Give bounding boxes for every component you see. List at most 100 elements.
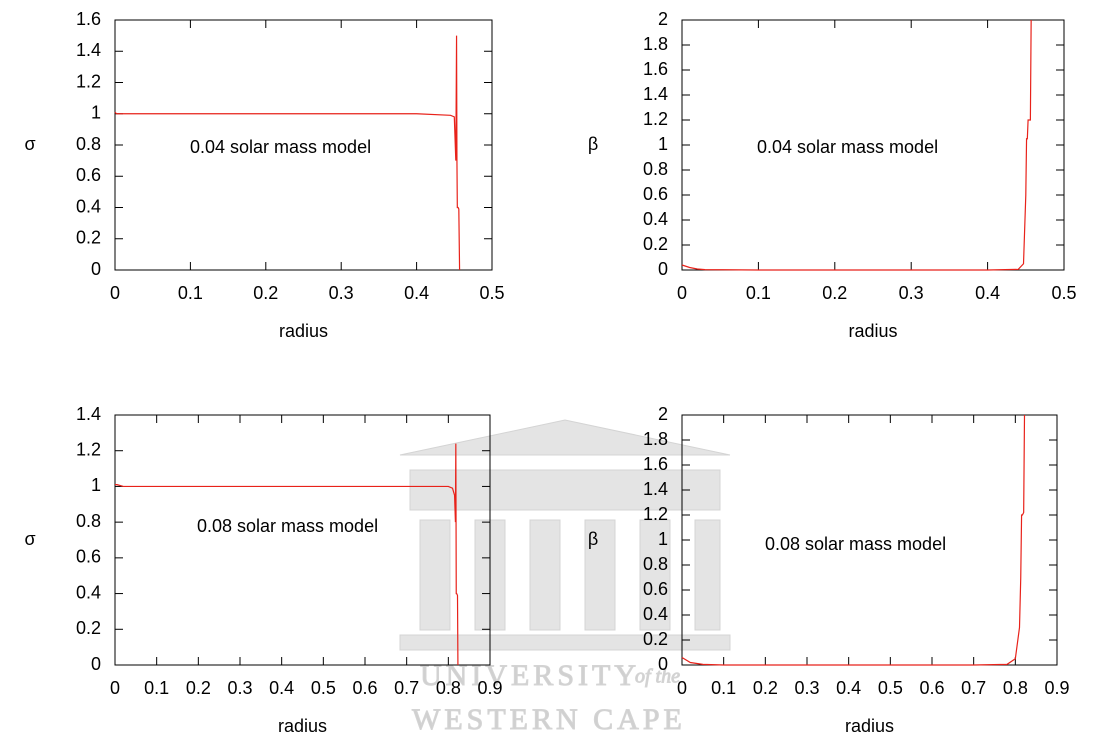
- y-tick-label: 0.4: [76, 196, 101, 216]
- y-tick-label: 1.6: [643, 59, 668, 79]
- y-tick-label: 1.4: [76, 40, 101, 60]
- x-tick-label: 0.2: [822, 283, 847, 303]
- x-tick-label: 0.1: [711, 678, 736, 698]
- x-tick-label: 0.5: [479, 283, 504, 303]
- watermark-text: WESTERN CAPE: [412, 703, 686, 736]
- y-tick-label: 0.2: [643, 629, 668, 649]
- x-tick-label: 0.4: [836, 678, 861, 698]
- x-tick-label: 0.9: [1044, 678, 1069, 698]
- x-tick-label: 0.1: [178, 283, 203, 303]
- x-tick-label: 0: [677, 283, 687, 303]
- data-line: [115, 443, 459, 666]
- y-tick-label: 1.8: [643, 34, 668, 54]
- watermark-column: [584, 519, 616, 631]
- x-axis-label: radius: [848, 321, 897, 341]
- x-axis-label: radius: [278, 716, 327, 736]
- y-tick-label: 0.8: [643, 554, 668, 574]
- x-tick-label: 0.3: [899, 283, 924, 303]
- y-tick-label: 0.4: [76, 582, 101, 602]
- watermark-pediment: [399, 419, 731, 456]
- y-tick-label: 2: [658, 404, 668, 424]
- x-tick-label: 0.8: [1003, 678, 1028, 698]
- y-tick-label: 1.2: [76, 71, 101, 91]
- x-tick-label: 0.2: [753, 678, 778, 698]
- y-tick-label: 1.2: [76, 439, 101, 459]
- watermark-column: [529, 519, 561, 631]
- x-tick-label: 0.3: [329, 283, 354, 303]
- watermark-text: UNIVERSITY: [420, 659, 640, 692]
- y-tick-label: 1.4: [643, 479, 668, 499]
- x-axis-label: radius: [279, 321, 328, 341]
- y-tick-label: 1.6: [643, 454, 668, 474]
- y-tick-label: 1.8: [643, 429, 668, 449]
- x-tick-label: 0.5: [311, 678, 336, 698]
- y-axis-label: β: [588, 134, 598, 154]
- x-tick-label: 0.1: [144, 678, 169, 698]
- y-tick-label: 0.6: [643, 184, 668, 204]
- x-tick-label: 0: [677, 678, 687, 698]
- y-axis-label: β: [588, 529, 598, 549]
- y-tick-label: 1: [658, 529, 668, 549]
- annotation: 0.04 solar mass model: [190, 137, 371, 157]
- x-tick-label: 0.4: [404, 283, 429, 303]
- x-tick-label: 0.7: [961, 678, 986, 698]
- x-tick-label: 0.9: [477, 678, 502, 698]
- x-tick-label: 0.4: [269, 678, 294, 698]
- y-tick-label: 1.2: [643, 109, 668, 129]
- y-tick-label: 0.2: [643, 234, 668, 254]
- y-axis-label: σ: [24, 529, 35, 549]
- x-tick-label: 0.6: [919, 678, 944, 698]
- y-tick-label: 0: [658, 654, 668, 674]
- y-tick-label: 1: [91, 475, 101, 495]
- x-tick-label: 0.6: [352, 678, 377, 698]
- y-tick-label: 0.8: [76, 134, 101, 154]
- x-tick-label: 0.5: [878, 678, 903, 698]
- y-tick-label: 0.8: [76, 511, 101, 531]
- x-tick-label: 0.1: [746, 283, 771, 303]
- y-tick-label: 1.2: [643, 504, 668, 524]
- y-tick-label: 0.4: [643, 209, 668, 229]
- y-tick-label: 1.6: [76, 9, 101, 29]
- y-tick-label: 1.4: [643, 84, 668, 104]
- plot-frame: [114, 414, 491, 666]
- watermark-column: [694, 519, 721, 631]
- watermark-text: of the: [635, 666, 680, 688]
- x-tick-label: 0: [110, 678, 120, 698]
- annotation: 0.08 solar mass model: [197, 516, 378, 536]
- y-tick-label: 0.4: [643, 604, 668, 624]
- y-tick-label: 0: [91, 259, 101, 279]
- x-tick-label: 0.4: [975, 283, 1000, 303]
- data-line: [681, 414, 1026, 666]
- annotation: 0.08 solar mass model: [765, 534, 946, 554]
- y-tick-label: 0: [91, 654, 101, 674]
- y-tick-label: 0.2: [76, 228, 101, 248]
- y-tick-label: 0.6: [76, 165, 101, 185]
- y-tick-label: 1.4: [76, 404, 101, 424]
- x-tick-label: 0.2: [186, 678, 211, 698]
- watermark-frieze: [409, 469, 721, 511]
- y-axis-label: σ: [24, 134, 35, 154]
- watermark-column: [419, 519, 451, 631]
- data-line: [681, 19, 1032, 271]
- y-tick-label: 1: [658, 134, 668, 154]
- x-tick-label: 0: [110, 283, 120, 303]
- y-tick-label: 0.6: [643, 579, 668, 599]
- y-tick-label: 1: [91, 103, 101, 123]
- y-tick-label: 0.2: [76, 618, 101, 638]
- x-tick-label: 0.3: [794, 678, 819, 698]
- x-tick-label: 0.7: [394, 678, 419, 698]
- watermark-base: [399, 634, 731, 651]
- y-tick-label: 0.6: [76, 547, 101, 567]
- data-line: [114, 35, 461, 271]
- x-tick-label: 0.5: [1051, 283, 1076, 303]
- x-tick-label: 0.8: [436, 678, 461, 698]
- y-tick-label: 2: [658, 9, 668, 29]
- y-tick-label: 0: [658, 259, 668, 279]
- x-tick-label: 0.3: [227, 678, 252, 698]
- x-axis-label: radius: [845, 716, 894, 736]
- watermark-column: [639, 519, 671, 631]
- annotation: 0.04 solar mass model: [757, 137, 938, 157]
- x-tick-label: 0.2: [253, 283, 278, 303]
